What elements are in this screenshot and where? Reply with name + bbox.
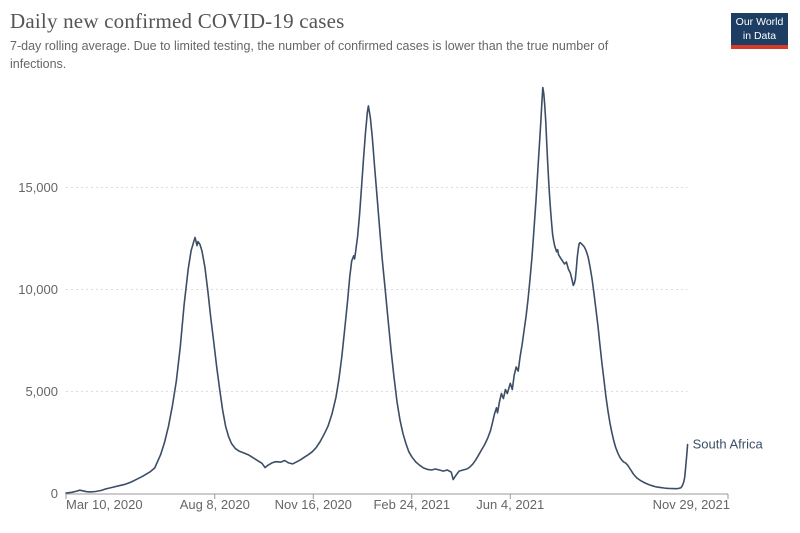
chart-header: Daily new confirmed COVID-19 cases 7-day… — [10, 8, 790, 74]
y-tick-label: 15,000 — [18, 180, 58, 195]
data-line-south-africa[interactable] — [65, 86, 689, 494]
owid-logo-line2: in Data — [742, 30, 777, 43]
x-tick-label: Mar 10, 2020 — [66, 497, 143, 512]
x-tick-label: Nov 16, 2020 — [275, 497, 352, 512]
owid-logo-line1: Our World — [735, 16, 784, 28]
y-tick-label: 5,000 — [25, 384, 58, 399]
x-tick-label: Jun 4, 2021 — [476, 497, 544, 512]
chart-title: Daily new confirmed COVID-19 cases — [10, 9, 345, 33]
x-tick-label: Aug 8, 2020 — [180, 497, 250, 512]
y-tick-label: 10,000 — [18, 282, 58, 297]
chart-subtitle: 7-day rolling average. Due to limited te… — [10, 39, 609, 71]
x-tick-label: Feb 24, 2021 — [373, 497, 450, 512]
x-tick-label: Nov 29, 2021 — [653, 497, 730, 512]
entity-label: South Africa — [693, 437, 764, 452]
y-tick-label: 0 — [51, 486, 58, 501]
owid-logo[interactable]: Our World in Data — [731, 13, 788, 50]
